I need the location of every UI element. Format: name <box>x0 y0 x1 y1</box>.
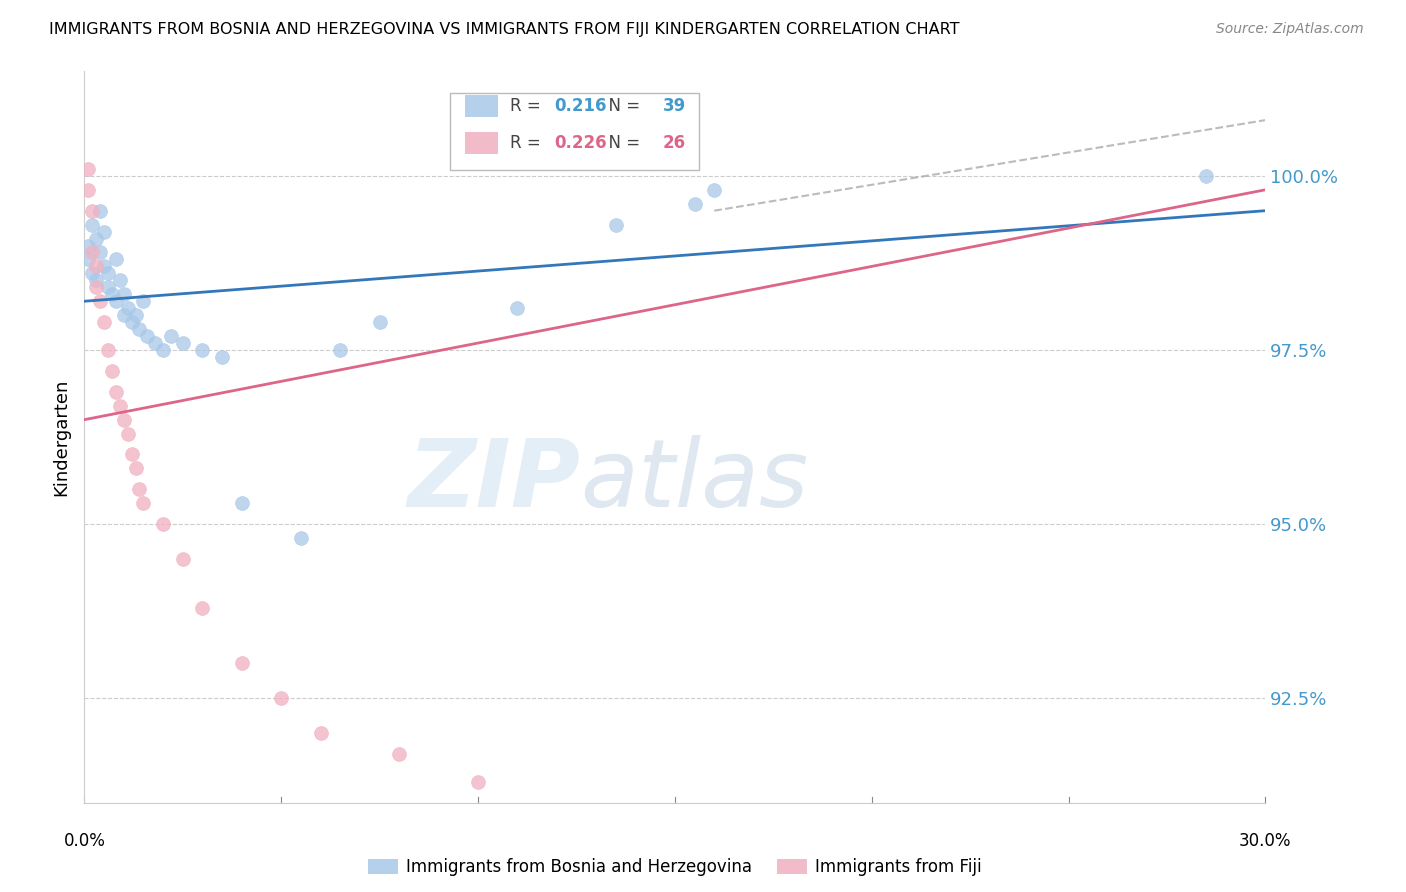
Point <box>605 218 627 232</box>
Point <box>124 461 146 475</box>
Point <box>132 496 155 510</box>
Point <box>93 225 115 239</box>
Point <box>388 747 411 761</box>
Point <box>82 203 104 218</box>
Point <box>77 252 100 267</box>
Point <box>329 343 352 357</box>
Point <box>97 266 120 280</box>
Point <box>152 343 174 357</box>
Point <box>112 412 135 426</box>
Point <box>290 531 312 545</box>
Legend: Immigrants from Bosnia and Herzegovina, Immigrants from Fiji: Immigrants from Bosnia and Herzegovina, … <box>361 851 988 883</box>
Point <box>152 517 174 532</box>
Y-axis label: Kindergarten: Kindergarten <box>52 378 70 496</box>
Text: N =: N = <box>598 97 645 115</box>
FancyBboxPatch shape <box>464 95 498 118</box>
Point <box>1195 169 1218 183</box>
Point <box>89 294 111 309</box>
Point <box>93 315 115 329</box>
Point <box>104 384 127 399</box>
Text: N =: N = <box>598 134 645 152</box>
Point <box>84 231 107 245</box>
Point <box>467 775 489 789</box>
Point <box>506 301 529 316</box>
FancyBboxPatch shape <box>450 94 699 170</box>
Point <box>270 691 292 706</box>
Point <box>191 600 214 615</box>
Point <box>309 726 332 740</box>
Point <box>172 552 194 566</box>
Point <box>84 280 107 294</box>
Point <box>89 203 111 218</box>
Point <box>89 245 111 260</box>
Text: 26: 26 <box>664 134 686 152</box>
Point <box>121 448 143 462</box>
Text: R =: R = <box>509 134 546 152</box>
Point <box>82 218 104 232</box>
Point <box>77 238 100 252</box>
FancyBboxPatch shape <box>464 132 498 154</box>
Text: 30.0%: 30.0% <box>1239 832 1292 850</box>
Point <box>104 294 127 309</box>
Point <box>160 329 183 343</box>
Point <box>101 287 124 301</box>
Point <box>191 343 214 357</box>
Point <box>117 301 139 316</box>
Text: 0.0%: 0.0% <box>63 832 105 850</box>
Point <box>77 183 100 197</box>
Point <box>132 294 155 309</box>
Point <box>683 196 706 211</box>
Point <box>368 315 391 329</box>
Point <box>84 273 107 287</box>
Point <box>101 364 124 378</box>
Text: ZIP: ZIP <box>408 435 581 527</box>
Point <box>108 399 131 413</box>
Point <box>77 161 100 176</box>
Point <box>143 336 166 351</box>
Text: atlas: atlas <box>581 435 808 526</box>
Point <box>84 260 107 274</box>
Point <box>211 350 233 364</box>
Point <box>82 245 104 260</box>
Point <box>136 329 159 343</box>
Point <box>128 483 150 497</box>
Text: 39: 39 <box>664 97 686 115</box>
Point <box>128 322 150 336</box>
Point <box>172 336 194 351</box>
Point <box>104 252 127 267</box>
Point <box>121 315 143 329</box>
Point <box>124 308 146 322</box>
Point <box>112 308 135 322</box>
Point <box>703 183 725 197</box>
Point <box>117 426 139 441</box>
Text: Source: ZipAtlas.com: Source: ZipAtlas.com <box>1216 22 1364 37</box>
Point <box>231 496 253 510</box>
Text: 0.226: 0.226 <box>554 134 607 152</box>
Point <box>97 343 120 357</box>
Point <box>112 287 135 301</box>
Point <box>93 260 115 274</box>
Point <box>97 280 120 294</box>
Text: IMMIGRANTS FROM BOSNIA AND HERZEGOVINA VS IMMIGRANTS FROM FIJI KINDERGARTEN CORR: IMMIGRANTS FROM BOSNIA AND HERZEGOVINA V… <box>49 22 960 37</box>
Point <box>108 273 131 287</box>
Text: R =: R = <box>509 97 546 115</box>
Text: 0.216: 0.216 <box>554 97 607 115</box>
Point <box>82 266 104 280</box>
Point <box>231 657 253 671</box>
